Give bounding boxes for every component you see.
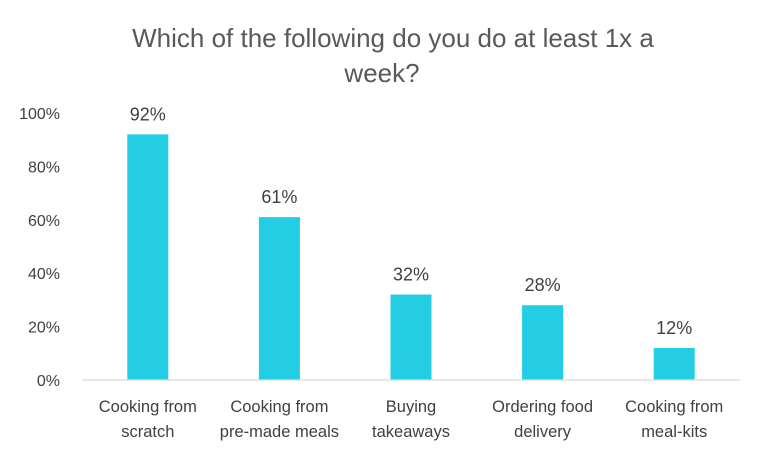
x-axis: Cooking from scratch Cooking from pre-made … — [82, 379, 740, 441]
x-tick-label: meal-kits — [641, 423, 707, 441]
data-label: 28% — [525, 275, 561, 295]
x-tick-label: Ordering food — [492, 398, 593, 416]
y-axis: 0% 20% 40% 60% 80% 100% — [19, 106, 60, 390]
y-tick-label: 80% — [28, 159, 60, 176]
data-label: 61% — [261, 187, 297, 207]
bar — [127, 134, 169, 380]
chart-title-line-2: week? — [343, 58, 419, 88]
x-tick-label: takeaways — [372, 423, 450, 441]
y-tick-label: 60% — [28, 213, 60, 230]
x-tick-label: Cooking from — [625, 398, 723, 416]
data-label: 32% — [393, 265, 429, 285]
y-tick-label: 40% — [28, 266, 60, 283]
data-label: 92% — [130, 104, 166, 124]
bar — [653, 347, 695, 380]
bars: 92% 61% 32% 28% 12% — [127, 104, 695, 380]
x-tick-label: Cooking from — [99, 398, 197, 416]
data-label: 12% — [656, 318, 692, 338]
chart-title: Which of the following do you do at leas… — [132, 23, 654, 88]
chart-title-line-1: Which of the following do you do at leas… — [132, 23, 654, 53]
bar — [390, 294, 432, 380]
x-tick-label: Cooking from — [230, 398, 328, 416]
bar — [522, 305, 564, 380]
x-tick-label: scratch — [121, 423, 174, 441]
x-tick-label: pre-made meals — [220, 423, 339, 441]
y-tick-label: 20% — [28, 320, 60, 337]
bar — [258, 217, 300, 380]
y-tick-label: 0% — [37, 373, 60, 390]
x-tick-label: Buying — [386, 398, 436, 416]
y-tick-label: 100% — [19, 106, 60, 123]
x-tick-label: delivery — [514, 423, 572, 441]
